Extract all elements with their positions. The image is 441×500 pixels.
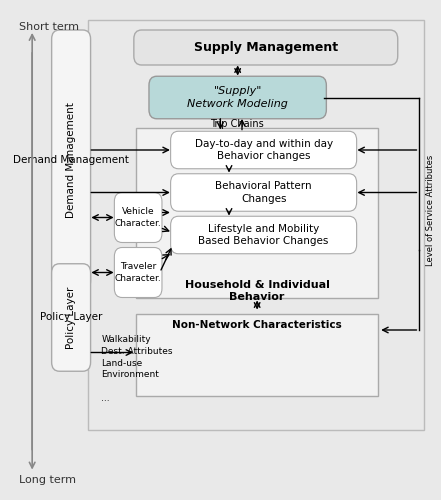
Bar [136,314,378,396]
Text: Day-to-day and within day
Behavior changes: Day-to-day and within day Behavior chang… [194,139,333,161]
Text: Household & Individual
Behavior: Household & Individual Behavior [185,280,329,302]
FancyBboxPatch shape [52,264,90,371]
Text: "Supply"
Network Modeling: "Supply" Network Modeling [187,86,288,108]
Text: Vehicle
Character.: Vehicle Character. [115,208,161,228]
Bar [136,128,378,298]
Text: Walkability
Dest. Attributes
Land-use
Environment

...: Walkability Dest. Attributes Land-use En… [101,335,173,403]
Text: Lifestyle and Mobility
Based Behavior Changes: Lifestyle and Mobility Based Behavior Ch… [198,224,329,246]
Text: Policy Layer: Policy Layer [66,286,76,348]
Text: Demand Management: Demand Management [13,155,129,165]
Bar [88,20,424,430]
Text: Policy Layer: Policy Layer [40,312,102,322]
FancyBboxPatch shape [149,76,326,118]
FancyBboxPatch shape [52,30,90,290]
FancyBboxPatch shape [171,174,357,211]
Text: Supply Management: Supply Management [194,41,338,54]
Text: Long term: Long term [19,475,76,485]
FancyBboxPatch shape [171,216,357,254]
Text: Level of Service Attributes: Level of Service Attributes [426,154,435,266]
Text: Traveler
Character.: Traveler Character. [115,262,161,282]
Text: Behavioral Pattern
Changes: Behavioral Pattern Changes [215,182,312,204]
FancyBboxPatch shape [171,132,357,169]
FancyBboxPatch shape [114,248,162,298]
Text: Trip Chains: Trip Chains [209,119,263,129]
FancyBboxPatch shape [114,192,162,242]
Text: Short term: Short term [19,22,79,32]
Text: Demand Management: Demand Management [66,102,76,218]
FancyBboxPatch shape [134,30,398,65]
Text: Non-Network Characteristics: Non-Network Characteristics [172,320,342,330]
